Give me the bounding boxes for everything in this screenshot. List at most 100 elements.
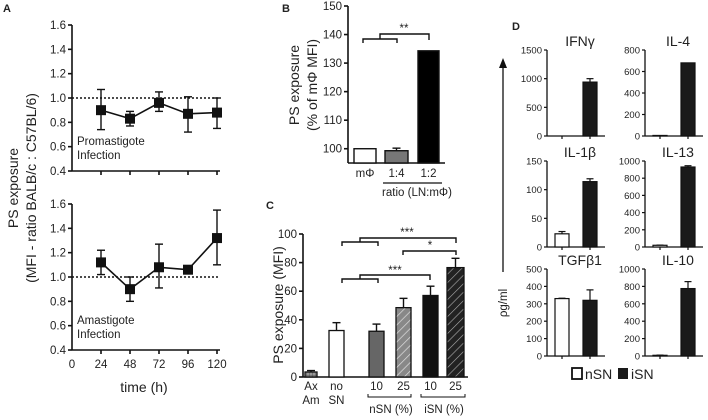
significance-bracket bbox=[341, 274, 431, 283]
group-underline bbox=[367, 394, 412, 398]
y-tick-label: 0 bbox=[635, 132, 640, 143]
y-tick-label: 600 bbox=[624, 191, 640, 202]
y-axis-label: PS exposure bbox=[5, 148, 21, 228]
y-tick-label: 200 bbox=[526, 317, 542, 328]
y-tick-label: 600 bbox=[624, 67, 640, 78]
x-tick-label: 10 bbox=[370, 381, 383, 393]
y-tick-label: 0.8 bbox=[50, 117, 66, 129]
chart-title: IL-13 bbox=[662, 144, 694, 160]
y-tick-label: 20 bbox=[284, 343, 297, 355]
y-tick-label: 100 bbox=[278, 229, 297, 241]
arrow-head-icon bbox=[499, 58, 507, 68]
cytokine-chart-TGFβ1: 0 100 200 300 400 500 TGFβ1 bbox=[526, 252, 605, 363]
y-tick-label: 200 bbox=[624, 110, 640, 121]
bar-2 bbox=[417, 50, 440, 164]
y-tick-label: 200 bbox=[624, 225, 640, 236]
y-tick-label: 0 bbox=[291, 372, 297, 384]
cytokine-chart-IL-13: 0 200 400 600 800 1000 IL-13 bbox=[619, 144, 703, 254]
significance-bracket bbox=[341, 237, 457, 246]
y-tick-label: 50 bbox=[531, 214, 542, 225]
y-tick-label: 1.2 bbox=[50, 248, 66, 260]
chart-title: IL-10 bbox=[662, 252, 694, 268]
y-axis-label: (MFI - ratio BALB/c : C57BL/6) bbox=[23, 93, 39, 283]
y-tick-label: 800 bbox=[624, 46, 640, 57]
data-point bbox=[212, 107, 222, 118]
x-tick-label: Ax bbox=[304, 381, 318, 393]
y-tick-label: 1000 bbox=[521, 74, 542, 85]
x-tick-label: no bbox=[330, 381, 343, 393]
bar-1 bbox=[384, 150, 409, 164]
y-tick-label: 400 bbox=[624, 317, 640, 328]
y-tick-label: 1.2 bbox=[50, 69, 66, 81]
y-tick-label: 0.4 bbox=[50, 345, 67, 357]
legend-swatch-isn bbox=[618, 368, 628, 379]
y-tick-label: 130 bbox=[323, 58, 342, 70]
y-tick-label: 0 bbox=[537, 352, 542, 363]
significance-label: *** bbox=[400, 227, 414, 239]
significance-label: ** bbox=[400, 23, 409, 35]
y-tick-label: 800 bbox=[624, 174, 640, 185]
bar-iSN bbox=[582, 181, 598, 248]
y-tick-label: 0 bbox=[635, 352, 640, 363]
y-tick-label: 1.6 bbox=[50, 199, 66, 211]
y-tick-label: 100 bbox=[526, 334, 542, 345]
y-tick-label: 80 bbox=[284, 258, 297, 270]
y-tick-label: 400 bbox=[624, 89, 640, 100]
panel-d-cytokine-charts: 050010001500IFNγ0200400600800IL-40501001… bbox=[498, 33, 703, 382]
y-tick-label: 500 bbox=[526, 265, 542, 276]
group-underline bbox=[420, 394, 466, 398]
y-tick-label: 100 bbox=[323, 144, 342, 156]
bar-3 bbox=[395, 306, 412, 378]
panel-b-bar-chart: 100 110 120 130 140 150 mΦ 1:4 1:2 ratio (LN:mΦ) *… bbox=[286, 1, 452, 199]
y-axis-label: PS exposure bbox=[286, 45, 302, 125]
y-tick-label: 1.0 bbox=[50, 272, 66, 284]
significance-label: * bbox=[428, 240, 433, 252]
y-tick-label: 800 bbox=[624, 282, 640, 293]
bar-iSN bbox=[680, 166, 696, 248]
bar-iSN bbox=[582, 81, 598, 137]
x-tick-label: 0 bbox=[69, 359, 75, 371]
chart-title: IL-4 bbox=[666, 33, 690, 49]
x-tick-label: 48 bbox=[124, 359, 137, 371]
group-label: ratio (LN:mΦ) bbox=[382, 187, 452, 199]
data-point bbox=[154, 97, 164, 108]
data-point bbox=[96, 105, 106, 116]
y-tick-label: 0 bbox=[537, 132, 542, 143]
bar-nSN bbox=[554, 297, 570, 357]
data-point bbox=[183, 264, 193, 275]
x-tick-label: 1:2 bbox=[421, 168, 437, 180]
panel-a-line-chart: 0.4 0.6 0.8 1.0 1.2 1.4 1.6 Promastigote Infecti… bbox=[5, 20, 227, 395]
bar-iSN bbox=[680, 62, 696, 137]
panel-label-d: D bbox=[512, 21, 520, 33]
x-tick-label: 10 bbox=[424, 381, 437, 393]
y-tick-label: 1000 bbox=[619, 265, 640, 276]
legend-swatch-nsn bbox=[571, 367, 583, 380]
y-tick-label: 100 bbox=[526, 185, 542, 196]
bar-5 bbox=[446, 266, 465, 378]
y-tick-label: 120 bbox=[323, 87, 342, 99]
x-axis-label: time (h) bbox=[120, 379, 167, 395]
y-tick-label: 1.6 bbox=[50, 20, 66, 32]
x-tick-label: mΦ bbox=[356, 168, 375, 180]
chart-title: IL-1β bbox=[564, 144, 596, 160]
significance-label: *** bbox=[388, 265, 402, 277]
data-point bbox=[183, 108, 193, 119]
bar-nSN bbox=[652, 244, 668, 248]
y-tick-label: 1500 bbox=[521, 46, 542, 57]
x-tick-label: 24 bbox=[95, 359, 108, 371]
significance-bracket bbox=[362, 33, 430, 43]
group-label: iSN (%) bbox=[424, 404, 464, 416]
bar-nSN bbox=[652, 134, 668, 137]
x-tick-label: 96 bbox=[182, 359, 195, 371]
y-tick-label: 400 bbox=[624, 208, 640, 219]
y-tick-label: 140 bbox=[323, 30, 342, 42]
legend-label-nsn: nSN bbox=[585, 366, 612, 382]
panel-label-a: A bbox=[3, 3, 11, 15]
bar-iSN bbox=[680, 287, 696, 357]
y-tick-label: 1.4 bbox=[50, 223, 67, 235]
bar-nSN bbox=[554, 233, 570, 248]
y-tick-label: 1.0 bbox=[50, 93, 66, 105]
y-tick-label: 0 bbox=[635, 243, 640, 254]
y-tick-label: 600 bbox=[624, 299, 640, 310]
